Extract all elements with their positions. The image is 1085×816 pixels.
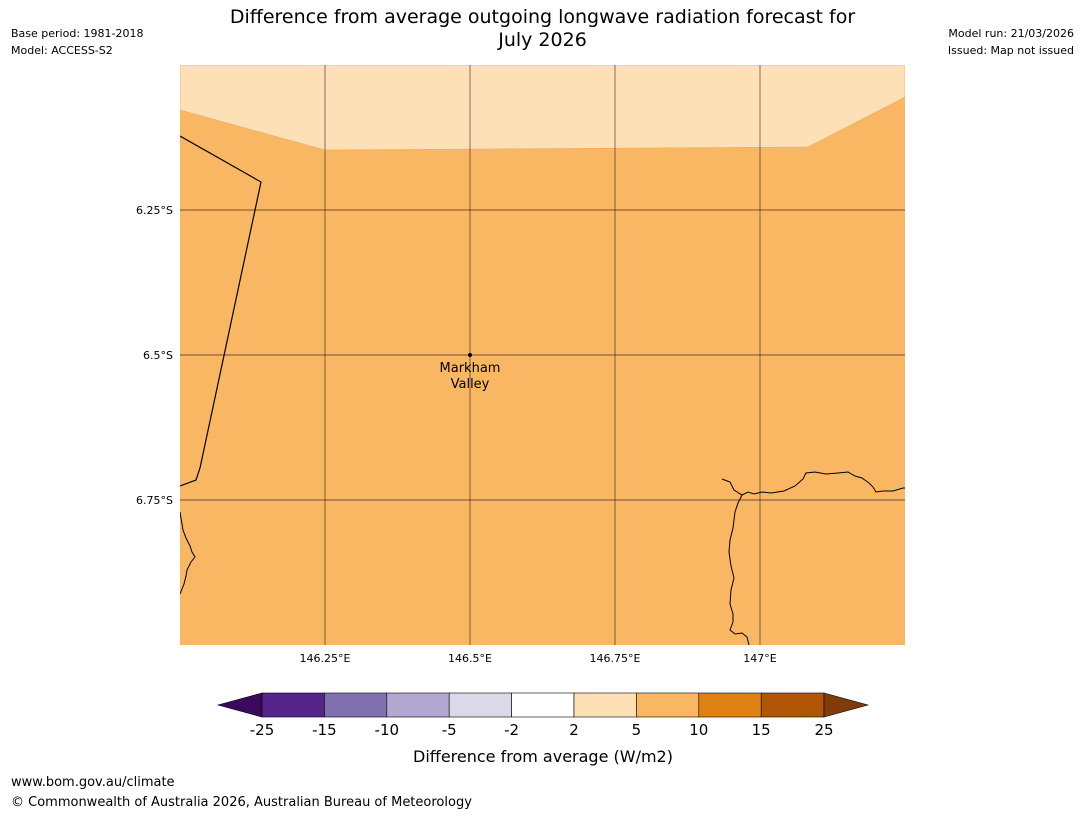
coastline-west [180,511,196,595]
lon-label: 146.5°E [448,652,492,665]
lat-label: 6.5°S [143,349,173,362]
place-marker [468,353,472,357]
colorbar: -25 -15 -10 -5 -2 2 5 10 15 25 Differenc… [216,692,870,766]
colorbar-segment [760,692,825,718]
colorbar-segment [636,692,700,718]
meta-left: Base period: 1981-2018 Model: ACCESS-S2 [11,25,143,59]
colorbar-tick-label: 5 [632,721,642,739]
meta-right: Model run: 21/03/2026 Issued: Map not is… [948,25,1074,59]
colorbar-title: Difference from average (W/m2) [413,747,673,766]
colorbar-segment [698,692,762,718]
border-line [180,135,262,487]
graticule [180,65,905,645]
title-line-2: July 2026 [498,29,587,51]
colorbar-arrow-low [216,692,263,718]
colorbar-segment [386,692,450,718]
river-coast-line [728,494,750,645]
place-name-line-1: Markham [440,361,501,376]
colorbar-tick-label: -2 [504,721,519,739]
place-name-line-2: Valley [451,377,490,392]
colorbar-segment [511,692,575,718]
lon-label: 147°E [743,652,776,665]
colorbar-tick-label: -10 [375,721,400,739]
map-area: Markham Valley [180,65,905,645]
issued-status: Issued: Map not issued [947,44,1074,57]
colorbar-segment [573,692,637,718]
colorbar-tick-label: 15 [752,721,771,739]
lat-label: 6.25°S [136,204,173,217]
model-run: Model run: 21/03/2026 [948,27,1074,40]
lat-label: 6.75°S [136,494,173,507]
colorbar-tick-label: 10 [689,721,708,739]
map-title: Difference from average outgoing longwav… [180,6,905,52]
colorbar-segment [324,692,388,718]
model-name: Model: ACCESS-S2 [11,44,113,57]
colorbar-tick-label: 2 [569,721,579,739]
coastline-east [721,471,905,496]
colorbar-arrow-high [823,692,870,718]
colorbar-tick-label: -5 [442,721,457,739]
colorbar-tick-label: -25 [250,721,275,739]
lon-label: 146.75°E [590,652,641,665]
footer-copyright: © Commonwealth of Australia 2026, Austra… [11,795,472,810]
footer-url: www.bom.gov.au/climate [11,775,175,790]
colorbar-segment [261,692,325,718]
lon-label: 146.25°E [300,652,351,665]
base-period: Base period: 1981-2018 [11,27,144,40]
colorbar-tick-label: -15 [312,721,337,739]
colorbar-tick-label: 25 [814,721,833,739]
title-line-1: Difference from average outgoing longwav… [229,6,856,28]
colorbar-segment [448,692,512,718]
anomaly-fill-light [180,65,905,151]
